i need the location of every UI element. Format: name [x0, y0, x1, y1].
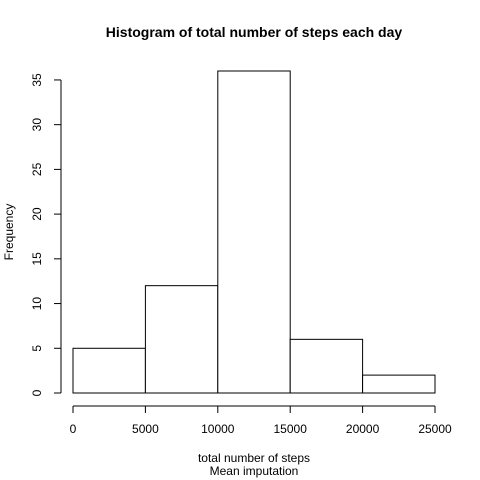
- histogram-bars: [72, 70, 436, 394]
- x-axis-label: total number of steps: [198, 451, 310, 465]
- y-tick-label: 5: [30, 345, 44, 352]
- chart-subtitle: Mean imputation: [210, 464, 299, 478]
- x-axis: 0 5000 10000 15000 20000 25000: [70, 405, 452, 436]
- histogram-bar: [217, 70, 291, 394]
- chart-title: Histogram of total number of steps each …: [106, 24, 403, 40]
- y-tick-label: 15: [30, 252, 44, 266]
- x-tick-label: 0: [70, 422, 77, 436]
- x-tick-label: 25000: [418, 422, 452, 436]
- histogram-bar: [144, 285, 219, 394]
- histogram-bar: [289, 338, 364, 394]
- x-axis-ticks: 0 5000 10000 15000 20000 25000: [70, 406, 452, 436]
- histogram-bar: [362, 374, 436, 394]
- y-tick-label: 20: [30, 207, 44, 221]
- y-tick-label: 0: [30, 389, 44, 396]
- y-tick-label: 25: [30, 162, 44, 176]
- y-axis: 0 5 10 15 20 25 30 35: [30, 73, 62, 396]
- y-tick-label: 35: [30, 73, 44, 87]
- y-axis-ticks: 0 5 10 15 20 25 30 35: [30, 73, 61, 396]
- x-tick-label: 20000: [346, 422, 380, 436]
- x-tick-label: 15000: [274, 422, 308, 436]
- histogram-bar: [72, 347, 146, 394]
- y-axis-label: Frequency: [2, 204, 16, 261]
- y-tick-label: 10: [30, 297, 44, 311]
- y-tick-label: 30: [30, 118, 44, 132]
- x-tick-label: 5000: [132, 422, 159, 436]
- x-tick-label: 10000: [201, 422, 235, 436]
